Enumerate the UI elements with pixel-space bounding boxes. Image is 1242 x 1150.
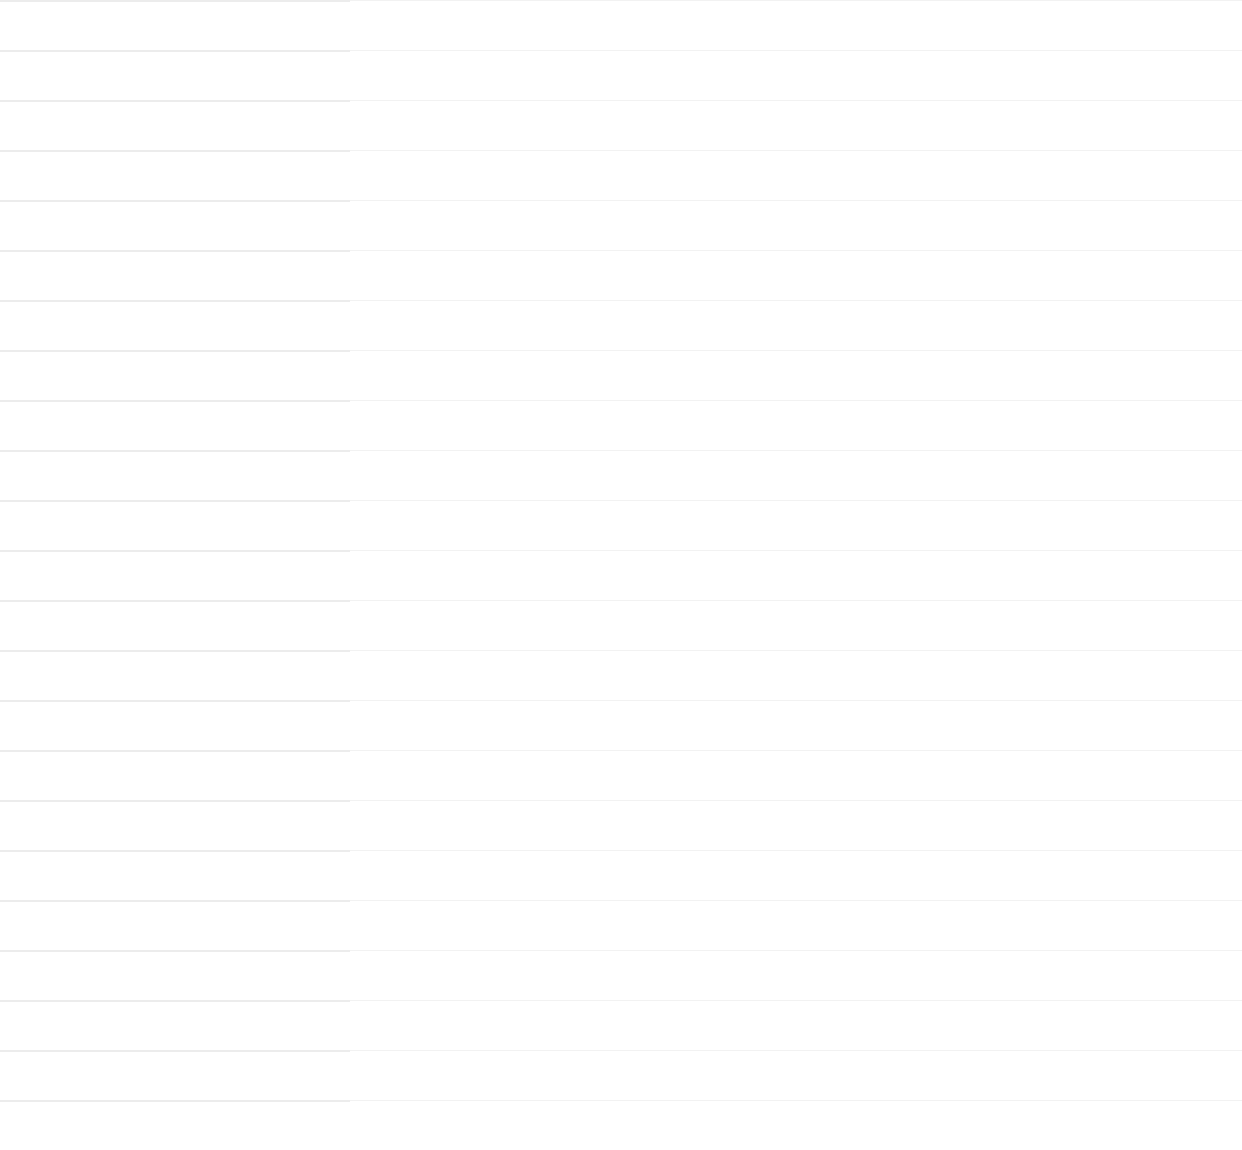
- row-divider-right: [350, 700, 1242, 701]
- row-divider-right: [350, 1100, 1242, 1101]
- list-row: [0, 750, 1242, 800]
- row-divider-right: [350, 750, 1242, 751]
- row-divider-right: [350, 150, 1242, 151]
- row-divider-left: [0, 650, 350, 652]
- row-divider-right: [350, 50, 1242, 51]
- list-row: [0, 800, 1242, 850]
- list-row: [0, 50, 1242, 100]
- row-divider-left: [0, 250, 350, 252]
- list-row: [0, 1100, 1242, 1150]
- row-divider-right: [350, 600, 1242, 601]
- list-row: [0, 300, 1242, 350]
- row-divider-right: [350, 100, 1242, 101]
- row-divider-left: [0, 350, 350, 352]
- list-row: [0, 150, 1242, 200]
- list-row: [0, 1050, 1242, 1100]
- list-row: [0, 950, 1242, 1000]
- list-row: [0, 200, 1242, 250]
- row-divider-right: [350, 500, 1242, 501]
- row-divider-left: [0, 400, 350, 402]
- row-divider-right: [350, 0, 1242, 1]
- list-row: [0, 600, 1242, 650]
- row-divider-right: [350, 200, 1242, 201]
- row-divider-right: [350, 400, 1242, 401]
- row-divider-left: [0, 50, 350, 52]
- row-divider-right: [350, 650, 1242, 651]
- row-divider-right: [350, 1000, 1242, 1001]
- row-divider-left: [0, 100, 350, 102]
- row-divider-left: [0, 150, 350, 152]
- list-row: [0, 350, 1242, 400]
- list-row: [0, 250, 1242, 300]
- row-divider-left: [0, 200, 350, 202]
- row-divider-right: [350, 450, 1242, 451]
- row-divider-left: [0, 900, 350, 902]
- row-divider-left: [0, 700, 350, 702]
- row-divider-right: [350, 800, 1242, 801]
- list-row: [0, 900, 1242, 950]
- row-divider-right: [350, 550, 1242, 551]
- list-row: [0, 700, 1242, 750]
- row-divider-left: [0, 300, 350, 302]
- row-divider-left: [0, 600, 350, 602]
- list-row: [0, 400, 1242, 450]
- list-row: [0, 450, 1242, 500]
- row-divider-left: [0, 850, 350, 852]
- list-row: [0, 650, 1242, 700]
- row-divider-left: [0, 450, 350, 452]
- row-divider-right: [350, 350, 1242, 351]
- row-divider-left: [0, 1000, 350, 1002]
- row-divider-right: [350, 850, 1242, 851]
- row-divider-right: [350, 900, 1242, 901]
- list-row: [0, 0, 1242, 50]
- row-divider-left: [0, 0, 350, 2]
- row-divider-left: [0, 1100, 350, 1102]
- row-divider-left: [0, 750, 350, 752]
- row-divider-left: [0, 800, 350, 802]
- list-row: [0, 1000, 1242, 1050]
- row-divider-right: [350, 300, 1242, 301]
- row-divider-right: [350, 950, 1242, 951]
- row-divider-left: [0, 1050, 350, 1052]
- row-divider-right: [350, 1050, 1242, 1051]
- row-divider-left: [0, 950, 350, 952]
- list-row: [0, 550, 1242, 600]
- row-divider-right: [350, 250, 1242, 251]
- row-divider-left: [0, 550, 350, 552]
- list-row: [0, 850, 1242, 900]
- list-row: [0, 100, 1242, 150]
- row-divider-left: [0, 500, 350, 502]
- list-row: [0, 500, 1242, 550]
